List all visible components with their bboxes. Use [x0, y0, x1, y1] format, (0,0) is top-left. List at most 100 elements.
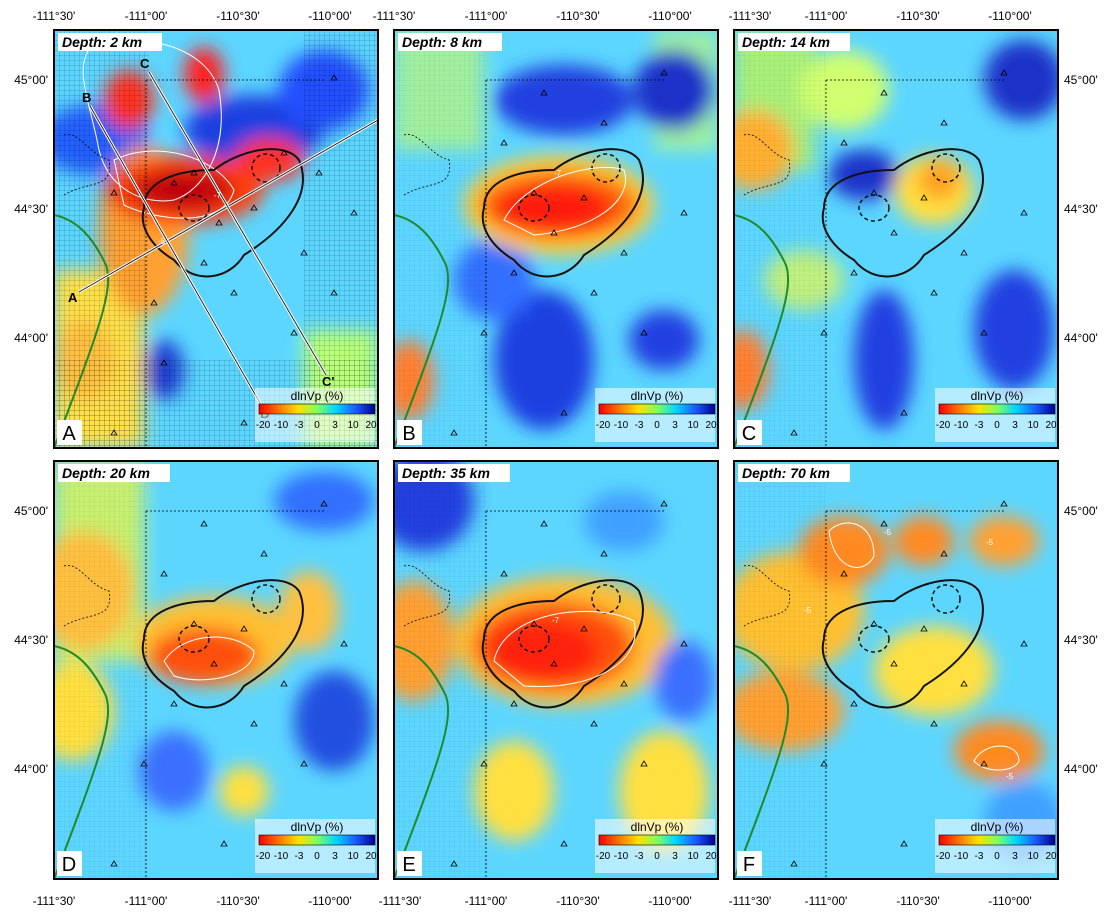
contour-label: -7 — [554, 169, 562, 178]
resolution-mask — [734, 461, 826, 879]
resolution-mask — [734, 30, 826, 448]
bottom-axis: -111°30' -111°00' -110°30' -110°00' -111… — [33, 894, 1032, 908]
lat-tick-label: 44°30' — [14, 633, 48, 647]
bottom-tick-label: -110°30' — [556, 894, 600, 908]
colorbar-tick: 20 — [1045, 420, 1057, 431]
caldera-outline — [481, 579, 644, 709]
colorbar-tick: 3 — [672, 420, 678, 431]
colorbar-title: dlnVp (%) — [631, 820, 684, 834]
anomaly-contour — [82, 39, 222, 202]
panel-frame — [733, 29, 1059, 449]
colorbar: dlnVp (%) -20 -10 -3 0 3 10 20 — [255, 819, 377, 873]
colorbar-tick: -10 — [614, 420, 629, 431]
panel-b: -7 Depth: 8 km B dlnVp (%) -20 -10 -3 0 — [393, 29, 719, 449]
seismic-stations — [110, 74, 358, 436]
colorbar-tick: -20 — [596, 420, 611, 431]
depth-label-box — [398, 33, 502, 51]
colorbar-scale — [258, 403, 376, 415]
resurgent-dome — [178, 194, 210, 222]
lake-outline — [403, 565, 451, 627]
colorbar-tick: 20 — [365, 851, 377, 862]
colorbar-tick: 0 — [994, 851, 1000, 862]
lat-tick-label: 45°00' — [1064, 504, 1098, 518]
seismic-stations — [450, 69, 688, 436]
caldera-outline — [481, 148, 644, 278]
caldera-outline — [141, 579, 304, 709]
resolution-mask — [394, 30, 486, 448]
anomaly-contour — [493, 610, 636, 688]
colorbar-tick: 0 — [314, 851, 320, 862]
panel-c: Depth: 14 km C dlnVp (%) -20 -10 -3 0 3 … — [733, 29, 1059, 449]
left-lat-axis: 45°00' 44°30' 44°00' 45°00' 44°30' 44°00… — [14, 73, 48, 776]
colorbar-scale — [258, 834, 376, 846]
depth-label: Depth: 35 km — [402, 465, 490, 481]
anomaly-contour — [163, 636, 255, 681]
panel-letter-box — [397, 420, 422, 445]
top-axis: -111°30' -111°00' -110°30' -110°00' -111… — [33, 9, 1032, 23]
profile-line-b — [89, 105, 265, 411]
top-tick-label: -110°00' — [988, 9, 1032, 23]
colorbar: dlnVp (%) -20 -10 -3 0 3 10 20 — [935, 388, 1057, 442]
depth-label: Depth: 8 km — [402, 34, 482, 50]
colorbar-tick: 3 — [672, 851, 678, 862]
profile-line-c — [148, 71, 327, 376]
colorbar-tick: 20 — [705, 851, 717, 862]
bottom-tick-label: -110°30' — [216, 894, 260, 908]
top-tick-label: -111°30' — [373, 9, 416, 23]
anomaly-contour — [973, 745, 1020, 771]
panel-letter: A — [62, 423, 76, 445]
lat-tick-label: 44°30' — [1064, 202, 1098, 216]
lat-tick-label: 44°00' — [14, 762, 48, 776]
colorbar-tick: 0 — [314, 420, 320, 431]
top-tick-label: -110°30' — [216, 9, 260, 23]
lat-tick-label: 45°00' — [14, 73, 48, 87]
top-tick-label: -111°30' — [729, 9, 772, 23]
colorbar-tick: -3 — [975, 851, 984, 862]
panel-f: -5 -5 -5 -5 Depth: 70 km F dlnVp (%) — [733, 460, 1059, 880]
bottom-tick-label: -111°00' — [805, 894, 848, 908]
boundary-line — [734, 214, 789, 448]
colorbar-title: dlnVp (%) — [971, 820, 1024, 834]
colorbar-tick: 10 — [687, 851, 699, 862]
bottom-tick-label: -110°30' — [896, 894, 940, 908]
depth-label-box — [58, 464, 170, 482]
boundary-line — [54, 214, 109, 448]
bottom-tick-label: -110°00' — [648, 894, 692, 908]
contour-label: -5 — [1006, 772, 1014, 781]
colorbar: dlnVp (%) -20 -10 -3 0 3 10 20 — [935, 819, 1057, 873]
panel-letter-box — [57, 851, 82, 876]
bottom-tick-label: -110°00' — [988, 894, 1032, 908]
colorbar-tick: -10 — [274, 420, 289, 431]
colorbar: dlnVp (%) -20 -10 -3 0 3 10 20 — [595, 388, 717, 442]
park-boundary — [145, 510, 324, 879]
panel-letter-box — [397, 851, 422, 876]
caldera-outline — [821, 579, 984, 709]
contour-label: -7 — [552, 616, 560, 625]
contour-label: -7 — [214, 191, 222, 200]
colorbar-title: dlnVp (%) — [631, 389, 684, 403]
seismic-stations — [790, 69, 1028, 436]
boundary-line — [394, 214, 449, 448]
colorbar-tick: -20 — [596, 851, 611, 862]
colorbar-tick: -20 — [936, 851, 951, 862]
panel-letter: D — [62, 854, 76, 876]
bottom-tick-label: -111°30' — [729, 894, 772, 908]
depth-label-box — [738, 464, 850, 482]
colorbar-tick: -3 — [635, 420, 644, 431]
colorbar: dlnVp (%) -20 -10 -3 0 3 10 20 — [255, 388, 377, 442]
colorbar-title: dlnVp (%) — [291, 389, 344, 403]
bottom-tick-label: -111°00' — [125, 894, 168, 908]
panel-letter-box — [57, 420, 82, 445]
top-tick-label: -111°00' — [125, 9, 168, 23]
panel-frame — [53, 460, 379, 880]
caldera-outline — [821, 148, 984, 278]
panel-letter-box — [737, 420, 762, 445]
lat-tick-label: 44°30' — [14, 202, 48, 216]
colorbar-scale — [598, 834, 716, 846]
panel-frame — [393, 460, 719, 880]
depth-label: Depth: 2 km — [62, 34, 142, 50]
contour-label: -5 — [804, 606, 812, 615]
depth-label-box — [738, 33, 850, 51]
resurgent-dome — [251, 153, 281, 183]
profile-label: B — [82, 90, 91, 105]
